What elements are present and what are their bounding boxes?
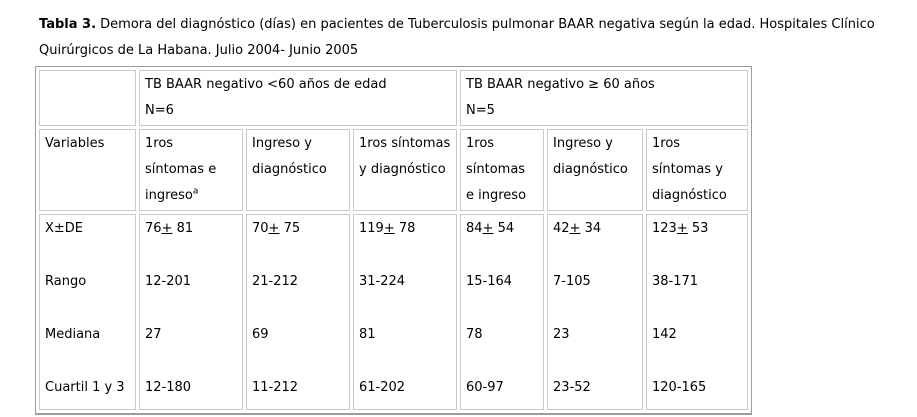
row-label-quartiles: Cuartil 1 y 3 [45, 380, 125, 395]
group-header-60-plus-label: TB BAAR negativo ≥ 60 años [466, 77, 655, 92]
stat-range: 12-201 [145, 274, 192, 289]
stat-range: 31-224 [359, 274, 406, 289]
col-header-ingreso-diagnostico-1: Ingreso y diagnóstico [246, 129, 350, 211]
data-cell-col6: 123+ 53 38-171 142 120-165 [646, 214, 748, 410]
stat-mean: 76+ 81 [145, 216, 238, 241]
mean-value-b: 34 [580, 221, 602, 236]
stat-mean: 42+ 34 [553, 216, 638, 241]
plus-minus-symbol: + [569, 221, 581, 236]
stat-quartiles: 60-97 [466, 380, 504, 395]
stat-mean: 70+ 75 [252, 216, 345, 241]
stat-range: 38-171 [652, 274, 699, 289]
plus-minus-symbol: + [383, 221, 395, 236]
group-header-60-plus-n: N=5 [466, 103, 495, 118]
group-header-60-plus: TB BAAR negativo ≥ 60 años N=5 [460, 70, 748, 126]
data-row: X±DE Rango Mediana Cuartil 1 y 3 76+ 81 … [39, 214, 748, 410]
plus-minus-symbol: + [676, 221, 688, 236]
mean-value-a: 70 [252, 221, 269, 236]
col-header-word: ingreso [145, 188, 193, 203]
stat-median: 69 [252, 327, 269, 342]
stat-range: 7-105 [553, 274, 591, 289]
col-header-sintomas-diagnostico-2: 1ros síntomas y diagnóstico [646, 129, 748, 211]
plus-minus-symbol: + [161, 221, 173, 236]
mean-value-b: 75 [279, 221, 301, 236]
plus-minus-symbol: + [482, 221, 494, 236]
mean-value-b: 81 [172, 221, 194, 236]
table-caption: Tabla 3. Demora del diagnóstico (días) e… [39, 12, 915, 64]
group-header-under-60-label: TB BAAR negativo <60 años de edad [145, 77, 387, 92]
mean-value-a: 123 [652, 221, 677, 236]
data-cell-col1: 76+ 81 12-201 27 12-180 [139, 214, 243, 410]
corner-cell [39, 70, 136, 126]
mean-value-b: 54 [493, 221, 515, 236]
data-cell-col2: 70+ 75 21-212 69 11-212 [246, 214, 350, 410]
stat-range: 15-164 [466, 274, 513, 289]
row-label-mean: X±DE [45, 221, 84, 236]
plus-minus-symbol: + [268, 221, 280, 236]
column-header-row: Variables 1ros síntomas e ingresoa Ingre… [39, 129, 748, 211]
data-cell-col4: 84+ 54 15-164 78 60-97 [460, 214, 544, 410]
row-label-median: Mediana [45, 327, 101, 342]
stat-mean: 84+ 54 [466, 216, 539, 241]
stat-median: 142 [652, 327, 677, 342]
stat-quartiles: 61-202 [359, 380, 406, 395]
variables-header-cell: Variables [39, 129, 136, 211]
stat-median: 23 [553, 327, 570, 342]
col-header-lines: 1ros síntomas e ingreso [466, 136, 527, 203]
mean-value-b: 53 [687, 221, 709, 236]
mean-value-a: 76 [145, 221, 162, 236]
stat-quartiles: 120-165 [652, 380, 707, 395]
col-header-lines: 1ros síntomas y diagnóstico [359, 136, 451, 177]
row-labels-cell: X±DE Rango Mediana Cuartil 1 y 3 [39, 214, 136, 410]
col-header-last-line: ingresoa [145, 183, 238, 209]
col-header-sintomas-ingreso-2: 1ros síntomas e ingreso [460, 129, 544, 211]
stat-range: 21-212 [252, 274, 299, 289]
col-header-lines: 1ros síntomas e [145, 136, 217, 177]
row-label-range: Rango [45, 274, 87, 289]
caption-label: Tabla 3. [39, 17, 97, 32]
col-header-sintomas-diagnostico-1: 1ros síntomas y diagnóstico [353, 129, 457, 211]
data-cell-col3: 119+ 78 31-224 81 61-202 [353, 214, 457, 410]
stat-median: 78 [466, 327, 483, 342]
mean-value-a: 119 [359, 221, 384, 236]
stat-quartiles: 23-52 [553, 380, 591, 395]
mean-value-a: 84 [466, 221, 483, 236]
mean-value-a: 42 [553, 221, 570, 236]
stat-quartiles: 11-212 [252, 380, 299, 395]
group-header-under-60: TB BAAR negativo <60 años de edad N=6 [139, 70, 457, 126]
col-header-lines: Ingreso y diagnóstico [553, 136, 628, 177]
col-header-ingreso-diagnostico-2: Ingreso y diagnóstico [547, 129, 643, 211]
stat-mean: 123+ 53 [652, 216, 743, 241]
stat-median: 27 [145, 327, 162, 342]
group-header-row: TB BAAR negativo <60 años de edad N=6 TB… [39, 70, 748, 126]
stat-quartiles: 12-180 [145, 380, 192, 395]
stat-mean: 119+ 78 [359, 216, 452, 241]
col-header-lines: Ingreso y diagnóstico [252, 136, 327, 177]
data-cell-col5: 42+ 34 7-105 23 23-52 [547, 214, 643, 410]
col-header-lines: 1ros síntomas y diagnóstico [652, 136, 727, 203]
data-table: TB BAAR negativo <60 años de edad N=6 TB… [35, 66, 752, 415]
caption-text: Demora del diagnóstico (días) en pacient… [39, 17, 875, 58]
group-header-under-60-n: N=6 [145, 103, 174, 118]
col-header-sintomas-ingreso-1: 1ros síntomas e ingresoa [139, 129, 243, 211]
mean-value-b: 78 [394, 221, 416, 236]
footnote-marker: a [192, 186, 199, 197]
stat-median: 81 [359, 327, 376, 342]
